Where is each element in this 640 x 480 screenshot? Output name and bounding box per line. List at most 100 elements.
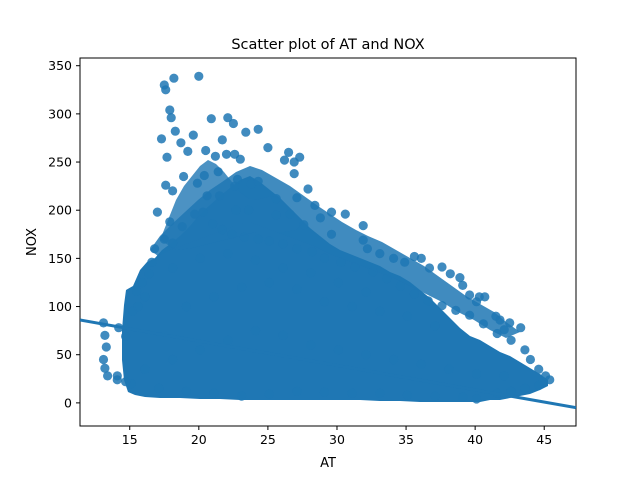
data-point — [382, 274, 392, 284]
data-point — [221, 149, 232, 159]
data-point — [292, 386, 302, 396]
data-point — [416, 253, 426, 263]
data-point — [244, 205, 254, 215]
data-point — [271, 194, 281, 204]
data-point — [101, 342, 111, 352]
data-point — [326, 207, 337, 217]
data-point — [455, 273, 465, 283]
data-point — [499, 371, 509, 381]
data-point — [264, 236, 274, 246]
data-point — [195, 253, 205, 263]
x-tick-label: 15 — [122, 432, 138, 447]
data-point — [239, 232, 249, 242]
data-point — [217, 224, 227, 235]
regression-line-group — [80, 318, 576, 410]
data-point — [169, 73, 179, 83]
data-point — [361, 350, 371, 360]
data-point — [147, 257, 157, 267]
data-point — [144, 269, 154, 279]
data-point — [168, 186, 178, 196]
data-point — [471, 297, 482, 307]
y-tick-label: 0 — [64, 395, 72, 410]
data-point — [520, 345, 530, 355]
data-point — [389, 253, 399, 263]
data-point — [156, 134, 167, 144]
data-point — [424, 263, 435, 273]
data-point — [307, 247, 317, 257]
data-point — [520, 383, 530, 393]
data-point — [250, 326, 261, 336]
data-point — [192, 178, 202, 188]
data-point — [361, 287, 371, 297]
data-point — [368, 267, 378, 277]
data-point — [112, 375, 122, 385]
data-point — [445, 269, 455, 279]
data-point — [231, 205, 241, 215]
x-tick-label: 25 — [260, 432, 276, 447]
plot-frame — [79, 57, 577, 427]
data-point — [150, 244, 160, 254]
data-point — [271, 210, 281, 220]
data-point — [278, 263, 288, 273]
data-point — [516, 323, 526, 333]
data-point — [315, 213, 325, 223]
data-point — [310, 200, 320, 210]
data-point — [389, 354, 399, 365]
data-point — [333, 277, 343, 288]
data-point — [133, 301, 143, 312]
data-point — [545, 375, 555, 385]
data-point — [230, 181, 240, 191]
data-point — [430, 321, 440, 331]
data-point — [162, 152, 172, 162]
data-point — [362, 244, 372, 254]
data-point — [176, 138, 186, 148]
x-tick-label: 35 — [398, 432, 414, 447]
data-point — [289, 169, 299, 179]
data-point — [121, 331, 131, 341]
data-point — [235, 154, 245, 164]
data-point — [264, 277, 274, 288]
data-point — [170, 126, 180, 136]
data-point — [326, 229, 337, 239]
data-point — [183, 146, 193, 156]
data-point — [409, 251, 419, 262]
data-point — [534, 380, 544, 391]
data-point — [278, 239, 288, 249]
x-tick-label: 45 — [536, 432, 552, 447]
data-point — [471, 394, 482, 404]
data-point — [525, 354, 536, 365]
data-point — [217, 135, 227, 145]
chart-title: Scatter plot of AT and NOX — [231, 37, 424, 53]
data-point — [195, 345, 205, 355]
data-point — [333, 345, 343, 355]
data-point — [201, 145, 211, 156]
data-point — [140, 292, 150, 302]
data-point — [246, 179, 256, 189]
data-point — [437, 301, 447, 311]
data-point — [209, 388, 219, 398]
data-point — [103, 371, 113, 381]
regression-line — [80, 318, 576, 410]
data-point — [159, 234, 169, 244]
x-axis-label: AT — [320, 456, 336, 471]
y-tick-label: 100 — [48, 299, 72, 314]
data-point — [263, 143, 273, 153]
data-point — [241, 127, 251, 137]
data-point — [253, 176, 263, 186]
y-tick-label: 300 — [48, 106, 72, 121]
data-point — [278, 330, 288, 340]
data-points — [98, 71, 555, 404]
data-point — [253, 124, 263, 134]
data-point — [209, 292, 219, 302]
data-point — [465, 310, 475, 320]
data-point — [395, 281, 406, 291]
y-tick-label: 200 — [48, 203, 72, 218]
data-point — [505, 318, 515, 328]
x-tick-label: 20 — [191, 432, 207, 447]
data-point — [451, 305, 461, 315]
y-tick-label: 50 — [56, 347, 72, 362]
data-point — [177, 222, 187, 232]
data-point — [152, 207, 162, 217]
data-point — [161, 85, 171, 95]
